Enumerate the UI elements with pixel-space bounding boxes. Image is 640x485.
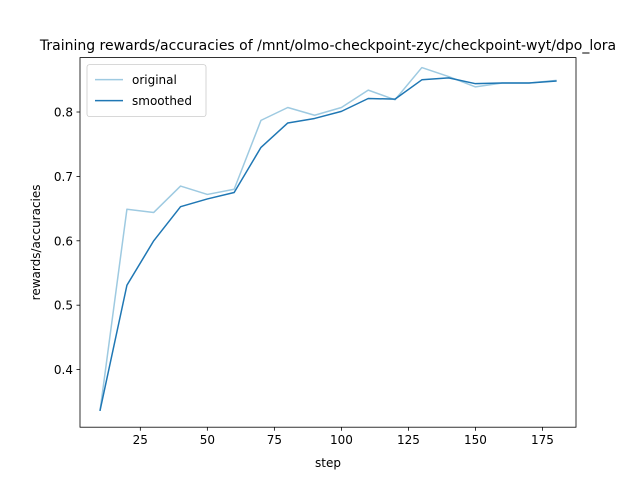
- plot-frame: [79, 57, 577, 428]
- x-tick-label: 75: [267, 433, 282, 447]
- y-axis-label: rewards/accuracies: [29, 184, 43, 300]
- legend-label-original: original: [132, 73, 177, 87]
- series-line-smoothed: [99, 77, 557, 412]
- chart-title: Training rewards/accuracies of /mnt/olmo…: [39, 38, 616, 54]
- y-tick-label: 0.5: [54, 299, 73, 313]
- x-tick-label: 175: [531, 433, 554, 447]
- x-axis-ticks: 25 50 75 100 125 150 175: [133, 427, 554, 447]
- y-tick-label: 0.7: [54, 170, 73, 184]
- x-tick-label: 25: [133, 433, 148, 447]
- series-line-original: [99, 66, 557, 411]
- x-tick-label: 100: [330, 433, 353, 447]
- legend: original smoothed: [86, 64, 207, 117]
- legend-box: [86, 64, 207, 117]
- x-tick-label: 150: [464, 433, 487, 447]
- series-layer: [99, 66, 557, 412]
- y-tick-label: 0.4: [54, 363, 73, 377]
- y-axis-ticks: 0.4 0.5 0.6 0.7 0.8: [54, 106, 80, 377]
- y-tick-label: 0.6: [54, 234, 73, 248]
- x-tick-label: 50: [200, 433, 215, 447]
- x-axis-label: step: [315, 456, 341, 470]
- legend-label-smoothed: smoothed: [132, 94, 192, 108]
- x-tick-label: 125: [397, 433, 420, 447]
- y-tick-label: 0.8: [54, 106, 73, 120]
